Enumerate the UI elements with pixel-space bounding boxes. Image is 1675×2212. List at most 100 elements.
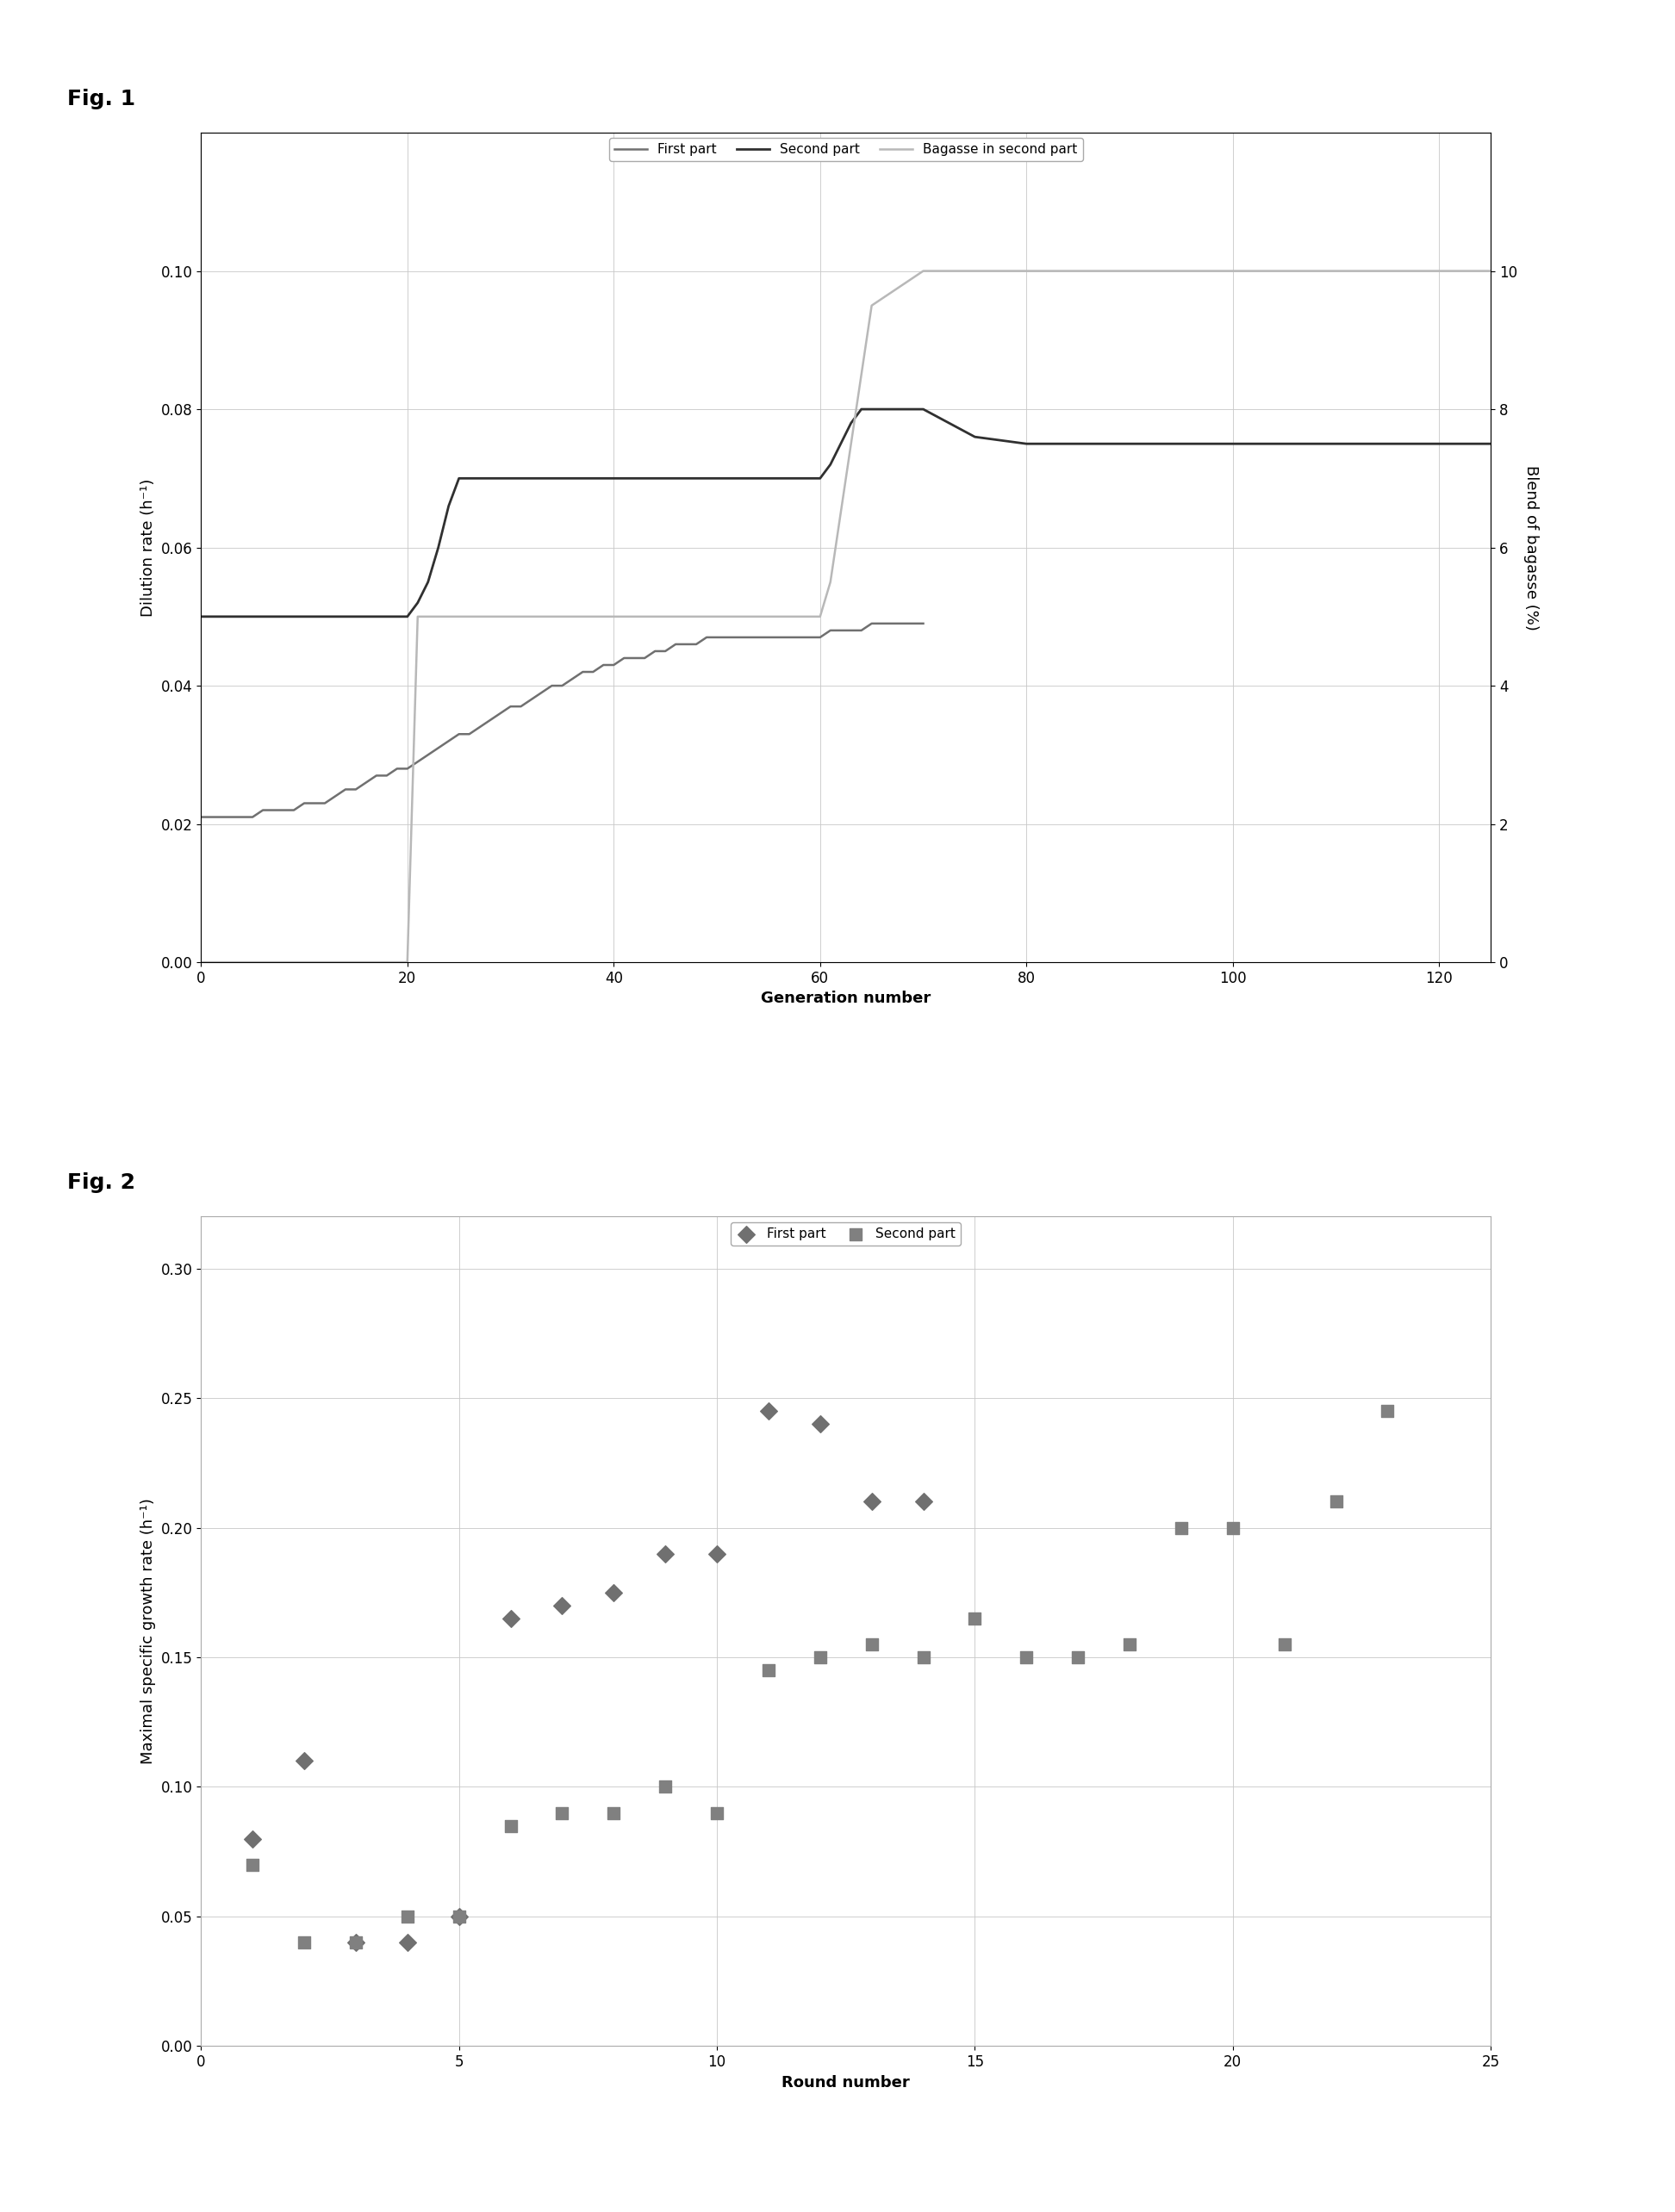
Y-axis label: Dilution rate (h⁻¹): Dilution rate (h⁻¹) xyxy=(141,478,156,617)
Bagasse in second part xyxy=(419,604,439,630)
First part xyxy=(191,803,211,830)
Bagasse in second part xyxy=(811,604,831,630)
Second part xyxy=(439,493,459,520)
Line: Second part: Second part xyxy=(201,409,1491,617)
Second part xyxy=(295,604,315,630)
Bagasse in second part xyxy=(429,604,449,630)
Second part xyxy=(397,604,417,630)
Second part xyxy=(873,396,893,422)
Line: Bagasse in second part: Bagasse in second part xyxy=(201,270,1491,962)
Second part xyxy=(1323,1484,1350,1520)
Second part xyxy=(1219,1511,1246,1546)
Second part xyxy=(821,451,841,478)
Second part xyxy=(851,396,871,422)
Second part xyxy=(1374,1394,1400,1429)
Second part xyxy=(811,465,831,491)
Second part xyxy=(497,1807,524,1843)
Second part xyxy=(1327,431,1347,458)
Second part xyxy=(961,1601,988,1637)
First part xyxy=(755,1394,782,1429)
X-axis label: Round number: Round number xyxy=(782,2075,910,2090)
Bagasse in second part xyxy=(841,431,861,458)
First part xyxy=(600,1575,626,1610)
Second part xyxy=(707,465,727,491)
Second part xyxy=(501,465,521,491)
Second part xyxy=(342,1924,368,1960)
First part xyxy=(913,611,933,637)
First part xyxy=(291,1743,318,1778)
Second part xyxy=(345,604,365,630)
Bagasse in second part xyxy=(407,604,427,630)
Second part xyxy=(807,1639,834,1674)
Second part xyxy=(1065,1639,1092,1674)
Second part xyxy=(755,1652,782,1688)
Second part xyxy=(1271,1626,1298,1661)
Second part xyxy=(831,431,851,458)
Second part xyxy=(191,604,211,630)
Line: First part: First part xyxy=(201,624,923,816)
First part xyxy=(497,1601,524,1637)
Bagasse in second part xyxy=(1017,257,1037,283)
Bagasse in second part xyxy=(1223,257,1243,283)
Second part xyxy=(419,568,439,595)
Bagasse in second part xyxy=(1327,257,1347,283)
Second part xyxy=(1116,1626,1142,1661)
Second part xyxy=(858,1626,884,1661)
Bagasse in second part xyxy=(397,949,417,975)
Bagasse in second part xyxy=(831,500,851,526)
Second part xyxy=(449,465,469,491)
First part xyxy=(625,646,645,672)
Second part xyxy=(1481,431,1501,458)
Second part xyxy=(913,396,933,422)
First part xyxy=(211,803,231,830)
Second part xyxy=(1429,431,1449,458)
Second part xyxy=(759,465,779,491)
Second part xyxy=(553,465,573,491)
X-axis label: Generation number: Generation number xyxy=(760,991,931,1006)
Second part xyxy=(603,465,623,491)
First part xyxy=(807,1407,834,1442)
Text: Fig. 2: Fig. 2 xyxy=(67,1172,136,1192)
Second part xyxy=(861,396,881,422)
First part xyxy=(394,1924,420,1960)
Bagasse in second part xyxy=(861,292,881,319)
Second part xyxy=(1013,1639,1040,1674)
Y-axis label: Maximal specific growth rate (h⁻¹): Maximal specific growth rate (h⁻¹) xyxy=(141,1498,156,1765)
Bagasse in second part xyxy=(201,949,221,975)
Second part xyxy=(600,1796,626,1832)
Second part xyxy=(429,533,449,560)
Second part xyxy=(240,1847,266,1882)
First part xyxy=(883,611,903,637)
First part xyxy=(858,1484,884,1520)
First part xyxy=(541,672,561,699)
First part xyxy=(861,611,881,637)
Second part xyxy=(965,425,985,451)
Legend: First part, Second part: First part, Second part xyxy=(730,1221,961,1245)
Second part xyxy=(841,409,861,436)
Bagasse in second part xyxy=(1429,257,1449,283)
First part xyxy=(704,1535,730,1571)
Bagasse in second part xyxy=(439,604,459,630)
First part xyxy=(910,1484,936,1520)
Second part xyxy=(243,604,263,630)
First part xyxy=(342,1924,368,1960)
Second part xyxy=(394,1898,420,1933)
Bagasse in second part xyxy=(851,361,871,387)
First part xyxy=(652,1535,678,1571)
Second part xyxy=(407,588,427,615)
First part xyxy=(549,1588,576,1624)
Bagasse in second part xyxy=(1481,257,1501,283)
Second part xyxy=(655,465,675,491)
Text: Fig. 1: Fig. 1 xyxy=(67,88,136,108)
Legend: First part, Second part, Bagasse in second part: First part, Second part, Bagasse in seco… xyxy=(610,137,1082,161)
Bagasse in second part xyxy=(913,257,933,283)
Second part xyxy=(291,1924,318,1960)
Second part xyxy=(1119,431,1139,458)
Second part xyxy=(1223,431,1243,458)
Y-axis label: Blend of bagasse (%): Blend of bagasse (%) xyxy=(1523,465,1539,630)
Bagasse in second part xyxy=(191,949,211,975)
First part xyxy=(737,624,757,650)
First part xyxy=(397,757,417,783)
Second part xyxy=(446,1898,472,1933)
Second part xyxy=(1167,1511,1194,1546)
